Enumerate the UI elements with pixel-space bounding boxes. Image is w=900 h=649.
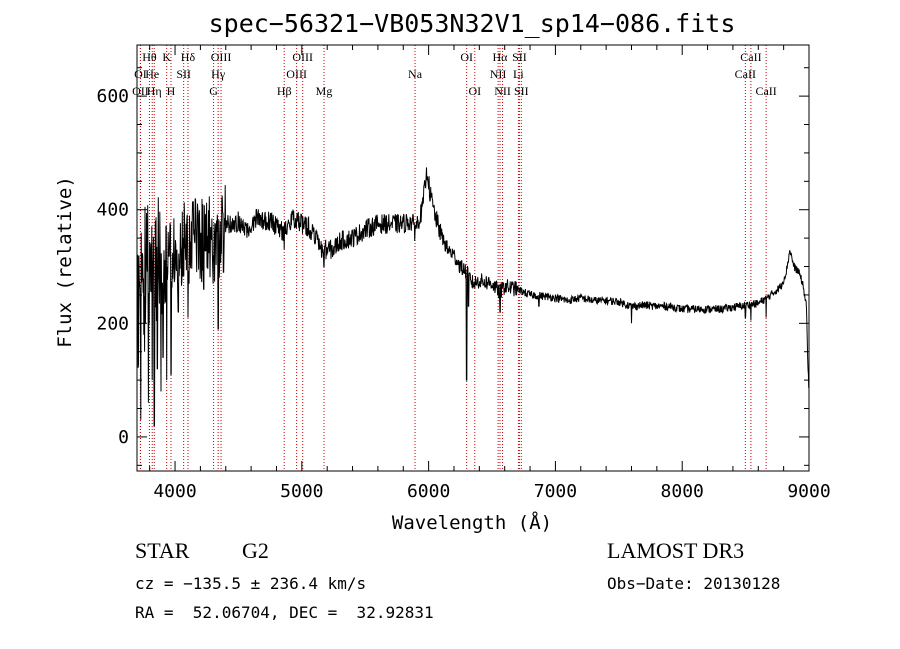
observation-date: Obs−Date: 20130128 bbox=[607, 574, 781, 593]
line-label: OI bbox=[460, 50, 473, 64]
x-tick-label: 5000 bbox=[280, 481, 323, 502]
line-label: Mg bbox=[316, 84, 333, 98]
x-tick-label: 6000 bbox=[407, 481, 450, 502]
line-label: Hη bbox=[147, 84, 162, 98]
object-subclass: G2 bbox=[242, 538, 269, 563]
object-class: STAR bbox=[135, 538, 190, 563]
line-label: OIII bbox=[292, 50, 313, 64]
redshift-velocity: cz = −135.5 ± 236.4 km/s bbox=[135, 574, 367, 593]
spectrum-layer bbox=[136, 167, 810, 427]
survey-name: LAMOST DR3 bbox=[607, 538, 745, 563]
line-label: OI bbox=[468, 84, 481, 98]
axis-ticks: 4000 5000 6000 7000 8000 9000 0 200 400 600 bbox=[96, 45, 831, 502]
y-tick-label: 0 bbox=[118, 427, 129, 448]
line-label: OI bbox=[134, 67, 147, 81]
line-label: Hγ bbox=[211, 67, 226, 81]
spectrum-line bbox=[136, 167, 810, 427]
line-label: Hθ bbox=[142, 50, 157, 64]
chart-title: spec−56321−VB053N32V1_sp14−086.fits bbox=[209, 9, 736, 38]
line-label: H bbox=[167, 84, 176, 98]
y-tick-label: 200 bbox=[96, 313, 129, 334]
line-label: CaII bbox=[740, 50, 761, 64]
line-label: SII bbox=[514, 84, 529, 98]
y-tick-label: 400 bbox=[96, 200, 129, 221]
x-tick-label: 4000 bbox=[153, 481, 196, 502]
x-axis-label: Wavelength (Å) bbox=[392, 511, 552, 534]
y-tick-label: 600 bbox=[96, 86, 129, 107]
line-label: OIII bbox=[211, 50, 232, 64]
line-label: OII bbox=[132, 84, 149, 98]
line-label: NII bbox=[490, 67, 507, 81]
line-label: CaII bbox=[755, 84, 776, 98]
x-tick-label: 9000 bbox=[787, 481, 830, 502]
line-label: SII bbox=[512, 50, 527, 64]
line-label: He bbox=[145, 67, 159, 81]
line-label: Hα bbox=[493, 50, 509, 64]
plot-frame bbox=[136, 44, 810, 472]
x-tick-label: 7000 bbox=[534, 481, 577, 502]
line-label: G bbox=[209, 84, 218, 98]
line-label: Li bbox=[513, 67, 524, 81]
line-label: SII bbox=[176, 67, 191, 81]
line-label: Na bbox=[408, 67, 423, 81]
line-label: Hβ bbox=[277, 84, 292, 98]
line-label: Hδ bbox=[181, 50, 196, 64]
emission-line-markers bbox=[139, 45, 767, 471]
line-label: OIII bbox=[286, 67, 307, 81]
y-axis-label: Flux (relative) bbox=[54, 176, 76, 348]
line-label: CaII bbox=[735, 67, 756, 81]
x-tick-label: 8000 bbox=[661, 481, 704, 502]
line-label: K bbox=[162, 50, 171, 64]
sky-coordinates: RA = 52.06704, DEC = 32.92831 bbox=[135, 603, 434, 622]
line-label: NII bbox=[494, 84, 511, 98]
